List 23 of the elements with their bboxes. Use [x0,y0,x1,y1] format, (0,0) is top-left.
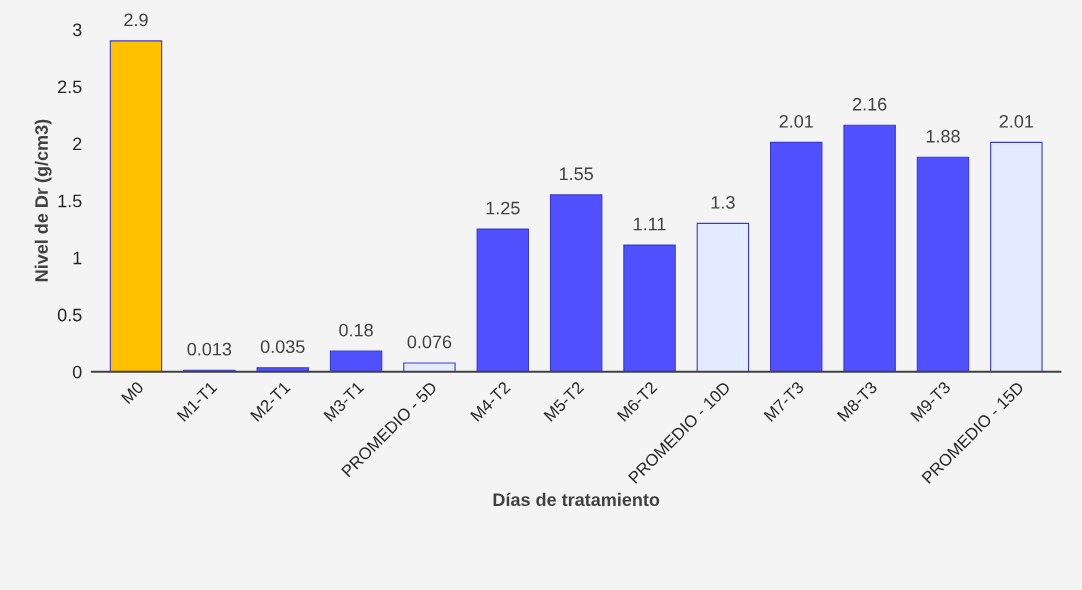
y-tick-label: 2 [73,137,82,151]
data-label: 2.9 [124,13,148,27]
data-label: 0.013 [187,342,232,356]
data-label: 0.035 [260,340,305,354]
y-tick-label: 0.5 [57,308,82,322]
data-label: 1.55 [559,167,593,181]
data-label: 2.01 [779,114,813,128]
y-tick-label: 1 [73,251,82,265]
y-tick-label: 3 [72,23,82,37]
x-axis-title: Días de tratamiento [493,492,660,507]
y-tick-label: 2.5 [58,80,82,94]
data-label: 1.11 [634,217,666,231]
data-label: 1.88 [926,129,960,143]
data-label: 1.25 [486,201,520,215]
y-tick-label: 0 [72,365,82,379]
y-tick-label: 1.5 [58,194,82,208]
data-label: 2.01 [999,114,1034,128]
y-axis-title: Nivel de Dr (g/cm3) [34,119,52,282]
data-label: 0.18 [339,323,373,337]
data-label: 2.16 [852,97,887,111]
data-label: 0.076 [407,335,452,349]
data-label: 1.3 [711,195,735,209]
x-tick-label: M0 [120,380,145,405]
